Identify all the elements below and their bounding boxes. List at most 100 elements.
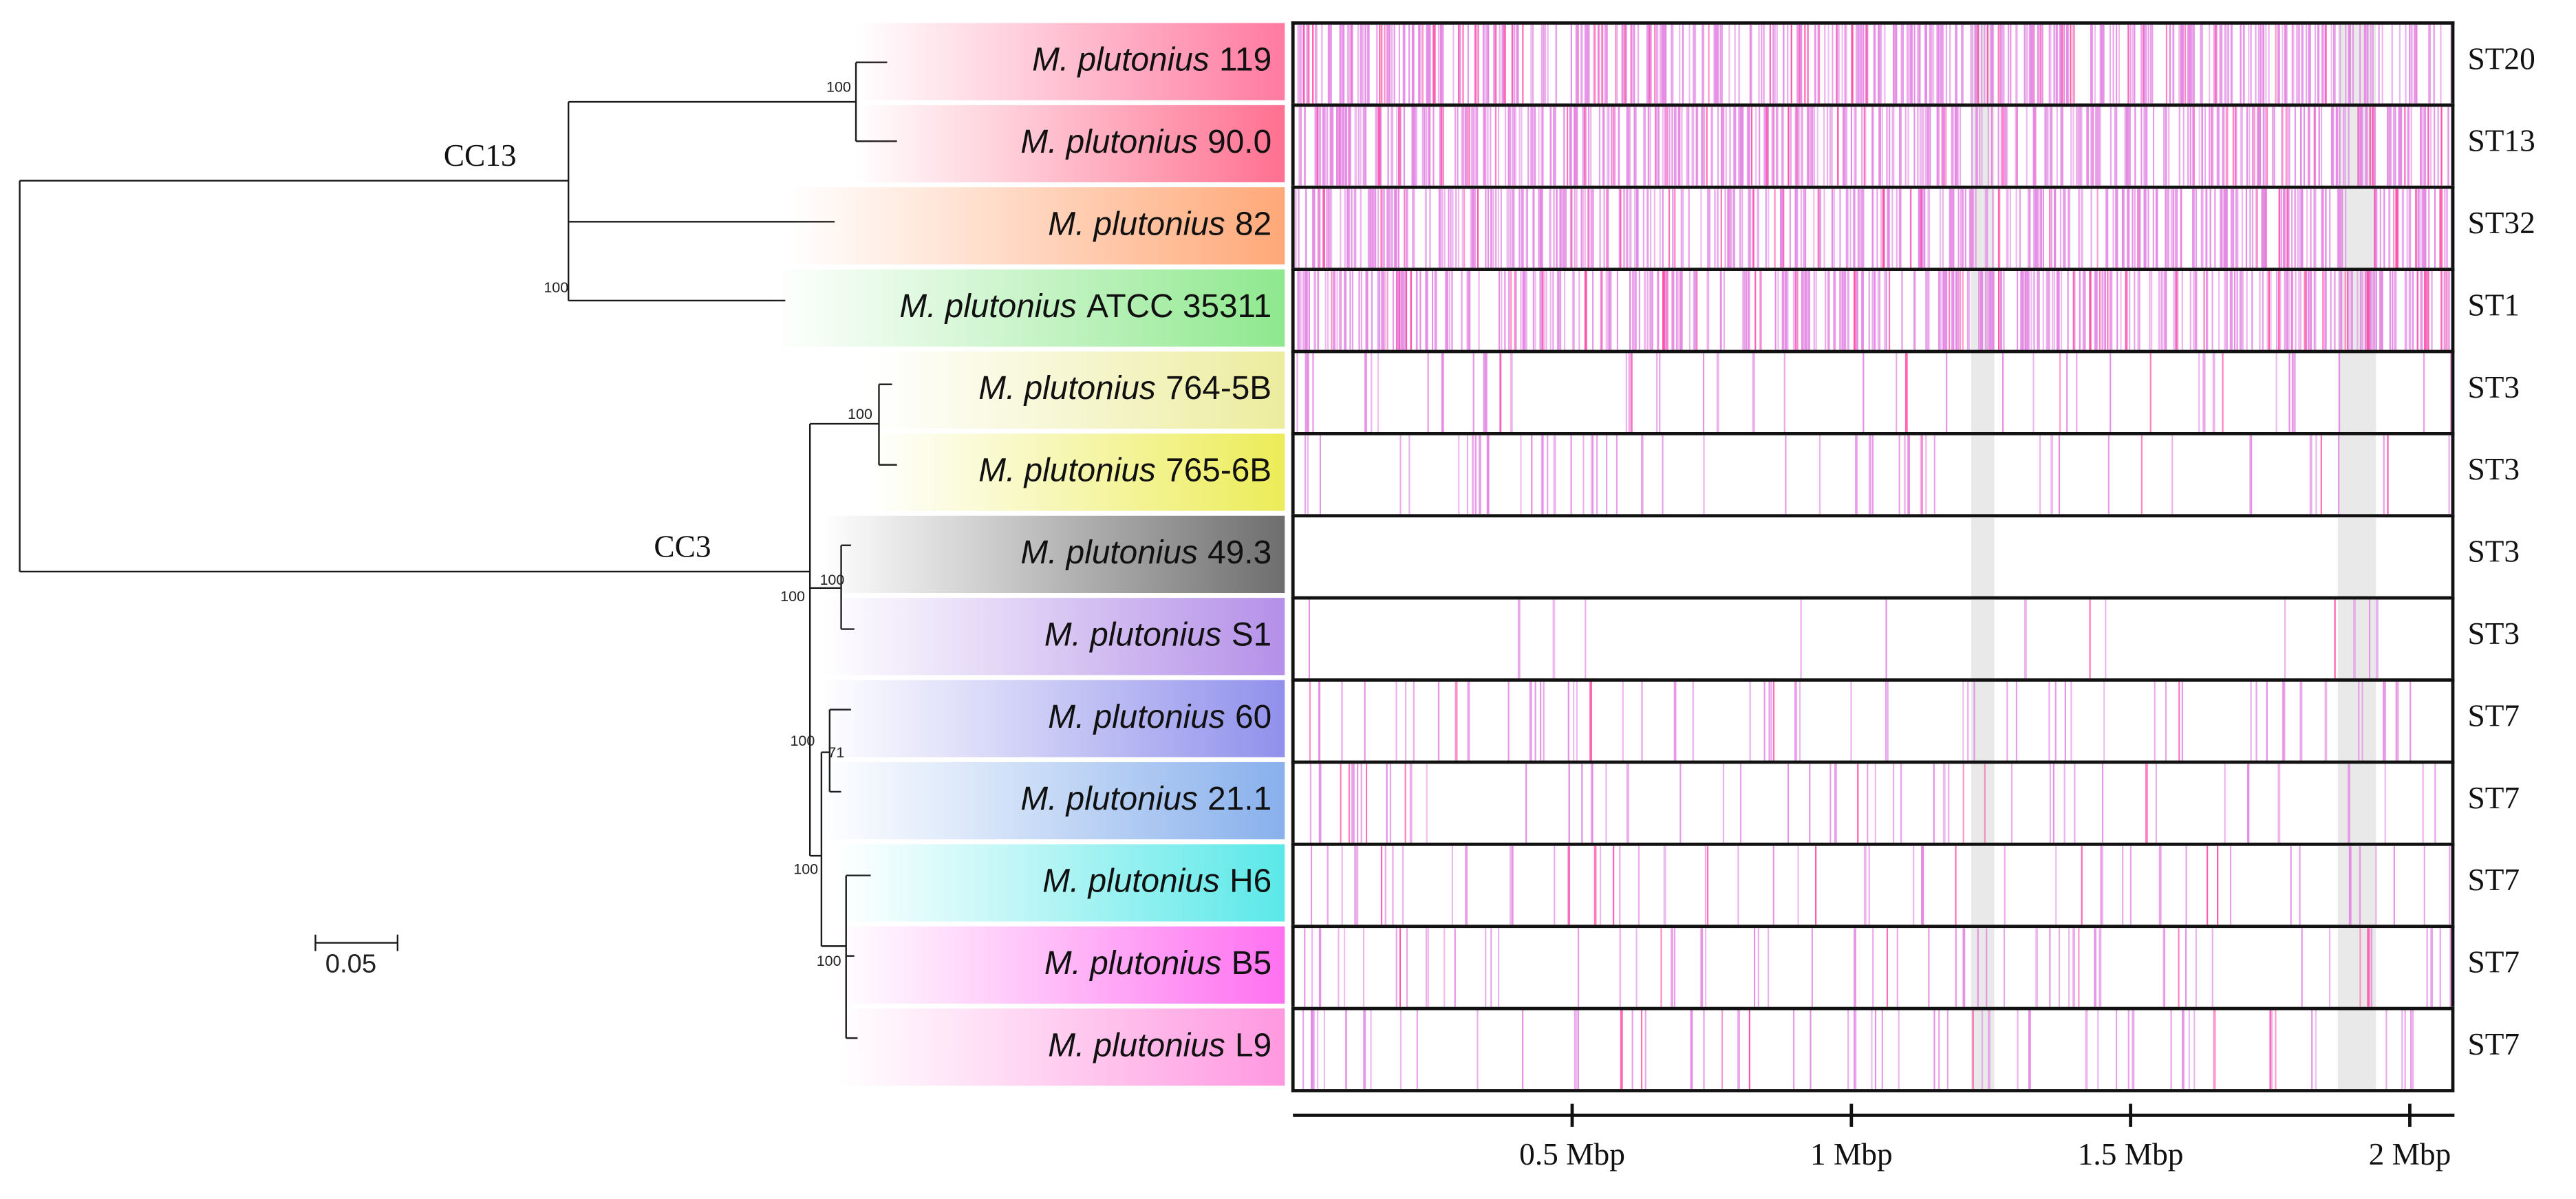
variant-mark [1889,271,1890,350]
variant-mark [1740,107,1741,186]
variant-mark [1455,682,1458,761]
variant-mark [1510,189,1512,268]
variant-mark [1807,25,1809,104]
variant-mark [1634,107,1635,186]
variant-mark [1928,107,1929,186]
genome-track [1291,596,2455,678]
variant-mark [2081,846,2083,925]
variant-mark [2240,25,2242,104]
variant-mark [2058,271,2059,350]
variant-mark [2292,353,2293,432]
variant-mark [1921,846,1924,925]
variant-mark [2165,682,2167,761]
variant-mark [2434,764,2436,843]
variant-mark [1354,846,1355,925]
variant-mark [1999,25,2001,104]
variant-mark [1355,107,1357,186]
variant-mark [1695,271,1697,350]
variant-mark [1360,25,1361,104]
variant-mark [2367,928,2370,1007]
variant-mark [1344,271,1345,350]
variant-mark [2122,846,2123,925]
bootstrap-value: 100 [826,79,851,96]
variant-mark [1856,25,1857,104]
sequence-type-label: ST7 [2467,700,2520,736]
variant-mark [1834,764,1837,843]
variant-mark [2291,271,2293,350]
variant-mark [2396,682,2399,761]
variant-mark [1892,107,1895,186]
variant-mark [1629,271,1631,350]
variant-mark [1377,271,1379,350]
variant-mark [2079,271,2081,350]
variant-mark [1896,25,1897,104]
variant-mark [1825,271,1826,350]
variant-mark [1606,435,1607,515]
variant-mark [2249,189,2251,268]
variant-mark [1896,353,1897,432]
variant-mark [1459,25,1461,104]
variant-mark [2252,189,2253,268]
variant-mark [1530,107,1533,186]
variant-mark [1782,271,1783,350]
variant-mark [2444,189,2445,268]
variant-mark [1326,189,1327,268]
variant-mark [1568,846,1569,925]
variant-mark [2299,189,2300,268]
variant-mark [2145,189,2146,268]
variant-mark [2258,107,2261,186]
variant-mark [1748,107,1750,186]
variant-mark [2273,107,2275,186]
variant-mark [1693,682,1694,761]
variant-mark [1626,353,1627,432]
variant-mark [2295,189,2296,268]
variant-mark [1318,271,1319,350]
variant-mark [1629,353,1631,432]
variant-mark [1313,189,1316,268]
variant-mark [1498,107,1499,186]
variant-mark [1570,189,1571,268]
variant-mark [2350,25,2351,104]
variant-mark [1490,928,1492,1007]
variant-mark [2153,189,2154,268]
variant-mark [1949,271,1950,350]
variant-mark [1818,25,1819,104]
variant-mark [2176,189,2178,268]
variant-mark [1918,189,1921,268]
variant-mark [2165,189,2166,268]
variant-mark [1845,107,1847,186]
variant-mark [2051,189,2052,268]
variant-mark [2143,25,2145,104]
variant-mark [2171,435,2173,515]
variant-mark [1467,435,1468,515]
variant-mark [1472,435,1474,515]
variant-mark [2105,189,2107,268]
variant-mark [1475,435,1477,515]
variant-mark [2206,271,2207,350]
variant-mark [1412,189,1415,268]
variant-mark [2178,928,2180,1007]
variant-mark [1521,189,1522,268]
variant-mark [1479,435,1481,515]
variant-mark [1361,25,1364,104]
variant-mark [1469,107,1470,186]
genome-track [1291,268,2455,349]
variant-mark [1647,271,1649,350]
variant-mark [1927,271,1930,350]
variant-mark [2341,189,2343,268]
variant-mark [1880,189,1882,268]
variant-mark [1415,107,1416,186]
variant-mark [1354,189,1357,268]
variant-mark [1945,107,1946,186]
variant-mark [2178,682,2180,761]
variant-mark [1728,189,1730,268]
variant-mark [1600,189,1601,268]
variant-mark [1644,271,1646,350]
variant-mark [1379,271,1380,350]
variant-mark [2217,846,2218,925]
variant-mark [2076,353,2077,432]
variant-mark [1681,271,1682,350]
variant-mark [2322,271,2323,350]
variant-mark [2169,25,2171,104]
